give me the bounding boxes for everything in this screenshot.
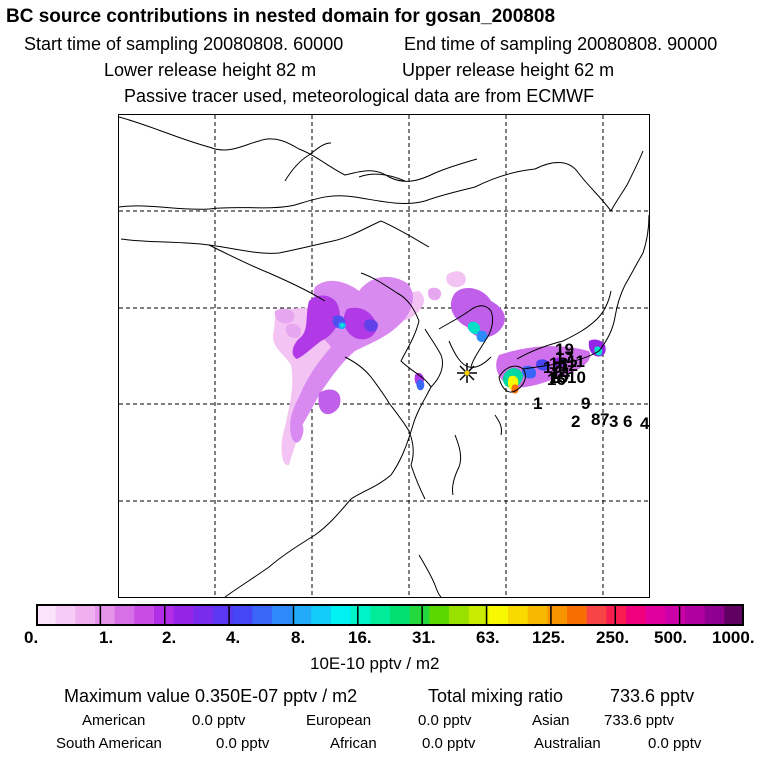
colorbar-swatch xyxy=(232,604,253,626)
colorbar-swatch xyxy=(390,604,411,626)
concentration-field xyxy=(272,271,606,466)
colorbar-tick: 31. xyxy=(412,628,436,647)
total-mixing-value: 733.6 pptv xyxy=(610,686,695,706)
colorbar-swatch xyxy=(508,604,529,626)
source-label-10: 10 xyxy=(567,368,586,387)
region-value-south-american: 0.0 pptv xyxy=(216,735,270,752)
source-label-16: 16 xyxy=(547,370,566,389)
colorbar-swatch xyxy=(547,604,568,626)
colorbar-tick: 2. xyxy=(162,628,177,647)
colorbar-swatch xyxy=(665,604,686,626)
colorbar-tick: 0. xyxy=(24,628,39,647)
lower-release-height: Lower release height 82 m xyxy=(104,60,317,80)
total-mixing-label: Total mixing ratio xyxy=(428,686,564,706)
colorbar-swatch xyxy=(370,604,391,626)
region-value-australian: 0.0 pptv xyxy=(648,735,702,752)
colorbar-tick: 4. xyxy=(226,628,241,647)
colorbar-tick: 1000. xyxy=(712,628,755,647)
colorbar-swatch xyxy=(331,604,352,626)
source-label-15: 15 xyxy=(549,368,568,387)
colorbar-swatch xyxy=(586,604,607,626)
colorbar-swatch xyxy=(311,604,332,626)
source-label-8: 8 xyxy=(591,410,601,429)
map-panel: 1 2 9 8 7 3 6 4 10 15 11 12 13 14 16 17 … xyxy=(118,114,650,598)
source-label-7: 7 xyxy=(600,410,610,429)
colorbar-swatch xyxy=(350,604,371,626)
colorbar-swatch xyxy=(55,604,76,626)
end-time: End time of sampling 20080808. 90000 xyxy=(404,34,718,54)
region-value-asian: 733.6 pptv xyxy=(604,712,675,729)
colorbar-tick: 8. xyxy=(291,628,306,647)
map-canvas xyxy=(119,115,649,597)
colorbar-units: 10E-10 pptv / m2 xyxy=(310,654,440,673)
colorbar-swatch xyxy=(252,604,273,626)
colorbar-swatch xyxy=(213,604,234,626)
colorbar-swatch xyxy=(685,604,706,626)
source-label-17: 17 xyxy=(555,348,574,367)
colorbar-swatch xyxy=(449,604,470,626)
colorbar-swatch xyxy=(606,604,627,626)
colorbar-swatch xyxy=(409,604,430,626)
plot-title: BC source contributions in nested domain… xyxy=(6,6,556,27)
source-label-12: 12 xyxy=(559,356,578,375)
region-name-european: European xyxy=(306,712,372,729)
colorbar xyxy=(36,604,744,626)
region-value-american: 0.0 pptv xyxy=(192,712,246,729)
colorbar-swatch xyxy=(645,604,666,626)
colorbar-swatch xyxy=(134,604,155,626)
region-name-american: American xyxy=(82,712,146,729)
colorbar-swatch xyxy=(36,604,57,626)
maximum-value: Maximum value 0.350E-07 pptv / m2 xyxy=(64,686,358,706)
source-label-1: 1 xyxy=(533,394,543,413)
colorbar-swatch xyxy=(468,604,489,626)
colorbar-tick: 63. xyxy=(476,628,500,647)
colorbar-swatch xyxy=(75,604,96,626)
region-name-asian: Asian xyxy=(532,712,570,729)
colorbar-swatch xyxy=(272,604,293,626)
receptor-point xyxy=(464,370,470,376)
start-time: Start time of sampling 20080808. 60000 xyxy=(24,34,344,54)
colorbar-tick: 1. xyxy=(99,628,114,647)
colorbar-border xyxy=(36,604,744,626)
source-label-6: 6 xyxy=(623,412,633,431)
lat-lon-grid xyxy=(119,115,649,597)
colorbar-swatch xyxy=(429,604,450,626)
source-label-3: 3 xyxy=(609,412,619,431)
colorbar-swatch xyxy=(193,604,214,626)
tracer-note: Passive tracer used, meteorological data… xyxy=(124,86,595,106)
colorbar-swatch xyxy=(488,604,509,626)
source-label-19: 19 xyxy=(555,340,574,359)
colorbar-tick: 250. xyxy=(596,628,630,647)
source-label-18: 18 xyxy=(549,354,568,373)
colorbar-swatch xyxy=(724,604,744,626)
source-label-13: 13 xyxy=(543,358,562,377)
source-label-11: 11 xyxy=(567,352,585,371)
colorbar-swatch xyxy=(704,604,725,626)
colorbar-swatch xyxy=(567,604,588,626)
colorbar-tick: 125. xyxy=(532,628,566,647)
colorbar-swatch xyxy=(527,604,548,626)
colorbar-tick: 16. xyxy=(348,628,372,647)
source-label-14: 14 xyxy=(551,364,570,383)
region-name-australian: Australian xyxy=(534,735,601,752)
source-label-4: 4 xyxy=(640,414,650,433)
coastlines xyxy=(119,116,649,597)
colorbar-swatch xyxy=(173,604,194,626)
colorbar-swatch xyxy=(114,604,135,626)
source-label-9: 9 xyxy=(581,394,591,413)
region-name-south-american: South American xyxy=(56,735,162,752)
region-value-african: 0.0 pptv xyxy=(422,735,476,752)
source-label-2: 2 xyxy=(571,412,581,431)
colorbar-swatch xyxy=(626,604,647,626)
region-value-european: 0.0 pptv xyxy=(418,712,472,729)
colorbar-swatch xyxy=(95,604,116,626)
region-name-african: African xyxy=(330,735,377,752)
colorbar-tick: 500. xyxy=(654,628,688,647)
colorbar-swatch xyxy=(291,604,312,626)
upper-release-height: Upper release height 62 m xyxy=(402,60,615,80)
